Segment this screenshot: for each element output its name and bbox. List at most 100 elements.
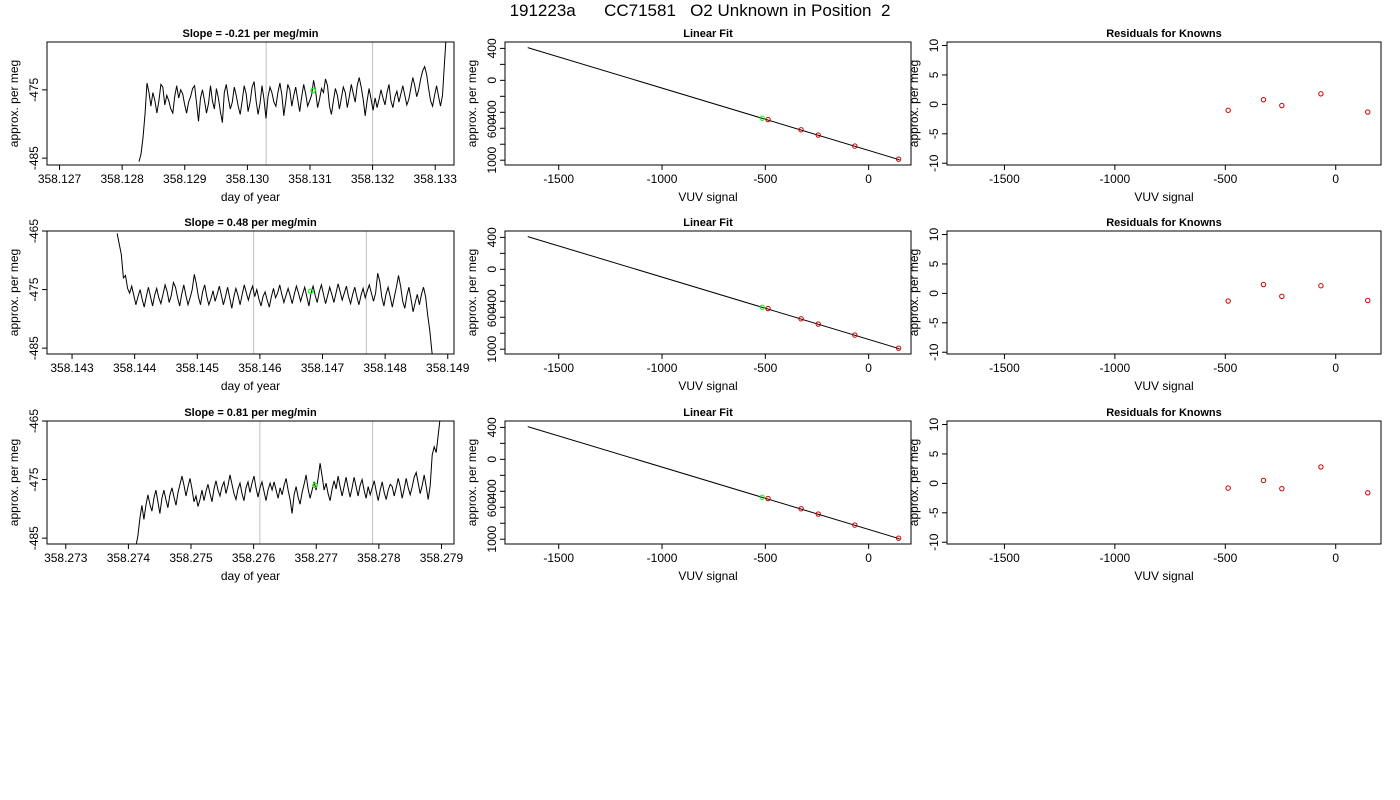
plot-panel-2 [500,41,912,170]
x-axis-label: VUV signal [1134,190,1193,204]
x-tick-label: -500 [1213,361,1237,375]
y-tick-label: -10 [927,154,941,172]
y-tick-label: 5 [927,71,941,78]
fit-line [527,236,900,350]
unknown-point [307,288,314,295]
known-point [852,143,858,149]
known-point [815,132,821,138]
x-tick-label: 0 [1332,172,1339,186]
plot-title: Linear Fit [683,217,733,229]
x-tick-label: 358.278 [357,551,401,565]
known-point [1279,293,1285,300]
known-point [895,345,902,351]
x-tick-label: -500 [753,172,777,186]
known-point [1260,281,1267,288]
y-axis-label: approx. per meg [907,249,921,336]
unknown-point [759,115,765,121]
plot-frame [46,420,455,545]
known-point [815,511,821,517]
plot-panel-8 [500,420,912,549]
y-axis-label: approx. per meg [907,439,921,526]
plot-panel-7 [42,420,455,549]
y-tick-label: -475 [27,78,41,102]
y-tick-label: 400 [485,227,499,247]
y-axis-label: approx. per meg [465,439,479,526]
y-tick-label: -10 [927,343,941,361]
y-tick-label: 0 [485,266,499,273]
y-tick-label: 400 [485,417,499,437]
known-point [1365,109,1371,115]
plot-panel-9 [942,420,1382,549]
y-tick-label: -5 [927,507,941,518]
y-tick-label: -10 [927,533,941,551]
known-point [798,316,804,322]
y-axis-label: approx. per meg [465,60,479,147]
plot-title: Linear Fit [683,407,733,419]
x-axis-label: VUV signal [1134,569,1193,583]
unknown-point [759,304,765,310]
x-axis-label: VUV signal [678,190,737,204]
y-tick-label: -475 [27,277,41,301]
x-tick-label: 358.128 [100,172,144,186]
x-tick-label: 0 [1332,361,1339,375]
known-point [1365,490,1371,496]
known-point [852,332,858,338]
x-axis-label: day of year [221,190,280,204]
x-tick-label: -1500 [543,551,574,565]
x-tick-label: -1500 [543,172,574,186]
x-tick-label: 358.147 [301,361,345,375]
plot-panel-4 [42,230,455,359]
page-title: 191223a CC71581 O2 Unknown in Position 2 [509,1,891,20]
x-tick-label: -1000 [1100,551,1131,565]
known-point [1225,107,1231,113]
x-tick-label: 0 [865,361,872,375]
y-tick-label: 0 [927,101,941,108]
known-point [798,127,804,133]
y-tick-label: 400 [485,38,499,58]
y-tick-label: 10 [927,39,941,53]
x-axis-label: day of year [221,569,280,583]
x-tick-label: 358.273 [44,551,88,565]
x-tick-label: 358.148 [363,361,407,375]
known-point [1318,91,1324,97]
known-point [765,305,771,312]
y-tick-label: 0 [927,290,941,297]
x-tick-label: 0 [1332,551,1339,565]
known-point [895,156,902,162]
x-axis-label: VUV signal [678,569,737,583]
x-tick-label: 358.133 [414,172,458,186]
x-tick-label: -1500 [543,361,574,375]
y-tick-label: -485 [27,146,41,170]
y-tick-label: 10 [927,418,941,432]
plot-title: Residuals for Knowns [1106,28,1222,40]
y-axis-label: approx. per meg [907,60,921,147]
x-tick-label: 358.129 [163,172,207,186]
data-line [138,42,447,162]
plot-title: Residuals for Knowns [1106,407,1222,419]
x-tick-label: 0 [865,551,872,565]
y-tick-label: 10 [927,228,941,242]
y-tick-label: -400 [485,289,499,313]
x-tick-label: -1500 [989,551,1020,565]
y-tick-label: -485 [27,336,41,360]
y-tick-label: 1000 [485,336,499,363]
x-tick-label: 358.277 [295,551,339,565]
known-point [1318,283,1324,289]
plot-panel-5 [500,230,912,359]
fit-line [527,426,900,540]
x-tick-label: 0 [865,172,872,186]
data-line [116,233,433,354]
plot-title: Residuals for Knowns [1106,217,1222,229]
unknown-point [759,494,765,500]
known-point [1225,485,1231,491]
x-tick-label: 358.274 [107,551,151,565]
x-tick-label: 358.127 [38,172,82,186]
plot-title: Linear Fit [683,28,733,40]
x-tick-label: 358.146 [238,361,282,375]
plot-frame [504,41,912,166]
y-tick-label: -485 [27,526,41,550]
known-point [815,321,821,327]
unknown-point [312,482,318,489]
plot-title: Slope = 0.81 per meg/min [184,407,317,419]
